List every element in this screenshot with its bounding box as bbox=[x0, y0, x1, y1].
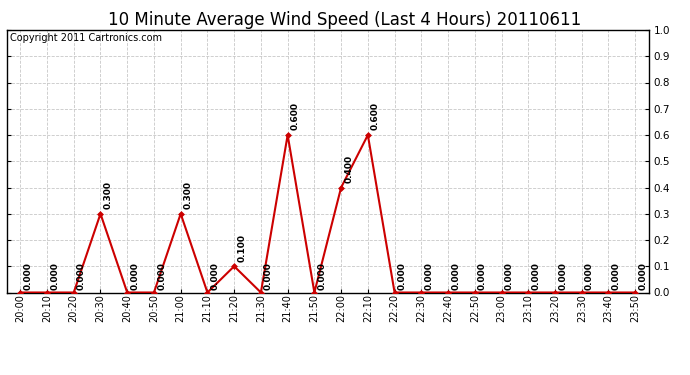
Text: 0.000: 0.000 bbox=[317, 262, 326, 290]
Text: 0.000: 0.000 bbox=[612, 262, 621, 290]
Text: 0.000: 0.000 bbox=[264, 262, 273, 290]
Text: 0.000: 0.000 bbox=[451, 262, 460, 290]
Text: 0.000: 0.000 bbox=[130, 262, 139, 290]
Text: 0.300: 0.300 bbox=[104, 181, 112, 209]
Text: 0.000: 0.000 bbox=[210, 262, 219, 290]
Text: 0.000: 0.000 bbox=[77, 262, 86, 290]
Text: 0.000: 0.000 bbox=[478, 262, 487, 290]
Text: 0.400: 0.400 bbox=[344, 154, 353, 183]
Text: 0.000: 0.000 bbox=[558, 262, 567, 290]
Text: 0.000: 0.000 bbox=[505, 262, 514, 290]
Text: 0.600: 0.600 bbox=[371, 102, 380, 130]
Text: 0.000: 0.000 bbox=[50, 262, 59, 290]
Text: 0.000: 0.000 bbox=[424, 262, 433, 290]
Text: 0.000: 0.000 bbox=[585, 262, 594, 290]
Text: 0.000: 0.000 bbox=[23, 262, 32, 290]
Text: 0.000: 0.000 bbox=[157, 262, 166, 290]
Text: 0.100: 0.100 bbox=[237, 234, 246, 261]
Text: 0.300: 0.300 bbox=[184, 181, 193, 209]
Text: 0.000: 0.000 bbox=[398, 262, 407, 290]
Text: 0.600: 0.600 bbox=[291, 102, 300, 130]
Text: 0.000: 0.000 bbox=[638, 262, 647, 290]
Text: 10 Minute Average Wind Speed (Last 4 Hours) 20110611: 10 Minute Average Wind Speed (Last 4 Hou… bbox=[108, 11, 582, 29]
Text: 0.000: 0.000 bbox=[531, 262, 540, 290]
Text: Copyright 2011 Cartronics.com: Copyright 2011 Cartronics.com bbox=[10, 33, 162, 43]
